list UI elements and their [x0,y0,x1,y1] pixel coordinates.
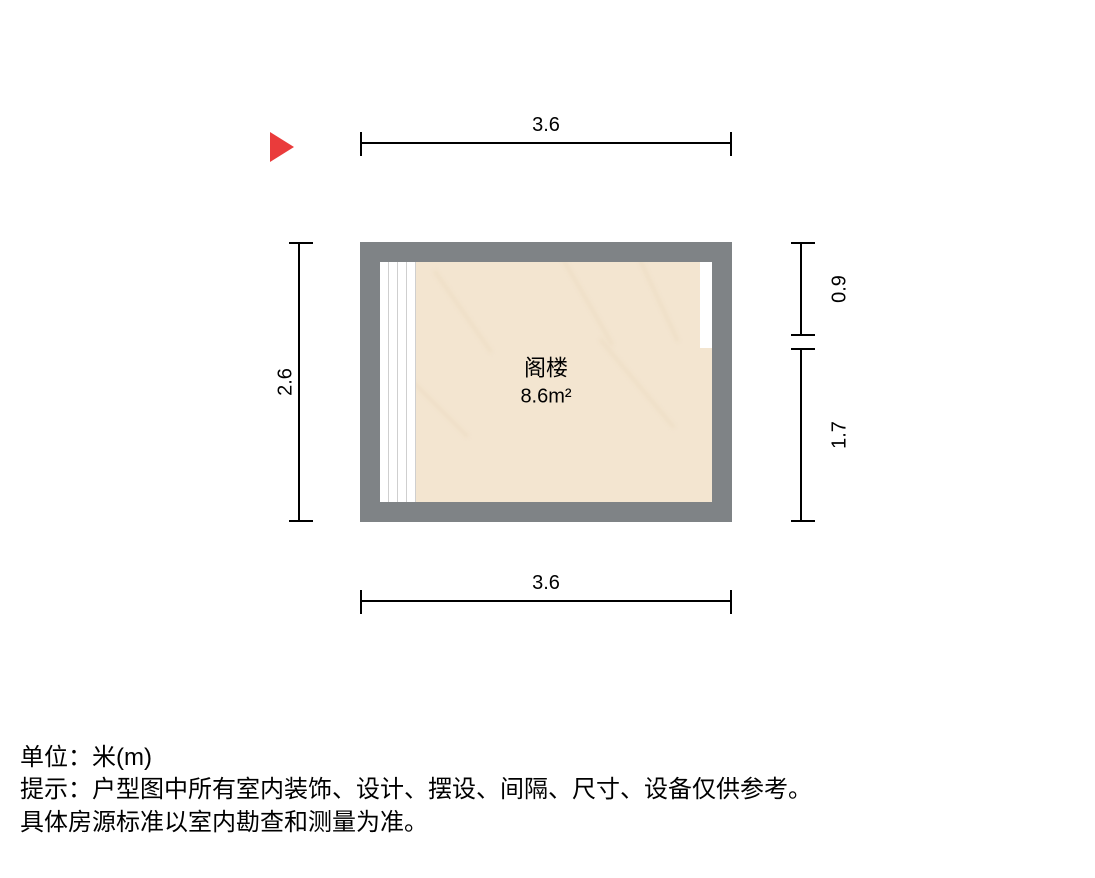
room-area: 8.6m² [520,383,571,409]
dimension-right1: 0.9 [800,242,802,336]
hint-line: 提示：户型图中所有室内装饰、设计、摆设、间隔、尺寸、设备仅供参考。 [20,774,812,806]
wall-notch [700,262,712,348]
stairs-icon [380,262,416,502]
dimension-right2: 1.7 [800,348,802,522]
footer-text: 单位：米(m) 提示：户型图中所有室内装饰、设计、摆设、间隔、尺寸、设备仅供参考… [20,742,812,839]
dimension-bottom: 3.6 [360,600,732,602]
dimension-label: 2.6 [274,368,297,396]
unit-line: 单位：米(m) [20,742,812,774]
dimension-label: 0.9 [828,275,851,303]
detail-line: 具体房源标准以室内勘查和测量为准。 [20,807,812,839]
room-name: 阁楼 [520,355,571,384]
dimension-left: 2.6 [298,242,300,522]
dimension-label: 1.7 [828,421,851,449]
dimension-label: 3.6 [532,114,560,137]
room-label: 阁楼 8.6m² [520,355,571,410]
floorplan-canvas: 阁楼 8.6m² 3.6 3.6 2.6 0.9 1.7 单位：米(m) 提示：户型图中… [0,0,1095,878]
dimension-top: 3.6 [360,142,732,144]
room-floor: 阁楼 8.6m² [380,262,712,502]
north-arrow-icon [270,132,294,162]
dimension-label: 3.6 [532,572,560,595]
